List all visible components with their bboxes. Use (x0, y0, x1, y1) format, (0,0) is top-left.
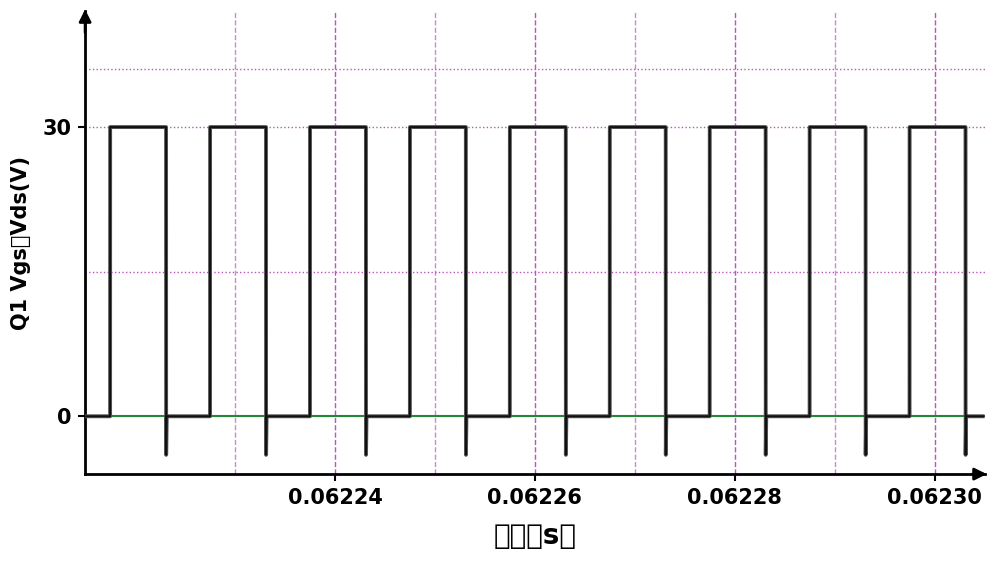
X-axis label: 时间（s）: 时间（s） (493, 522, 576, 550)
Y-axis label: Q1 Vgs、Vds(V): Q1 Vgs、Vds(V) (11, 156, 31, 330)
